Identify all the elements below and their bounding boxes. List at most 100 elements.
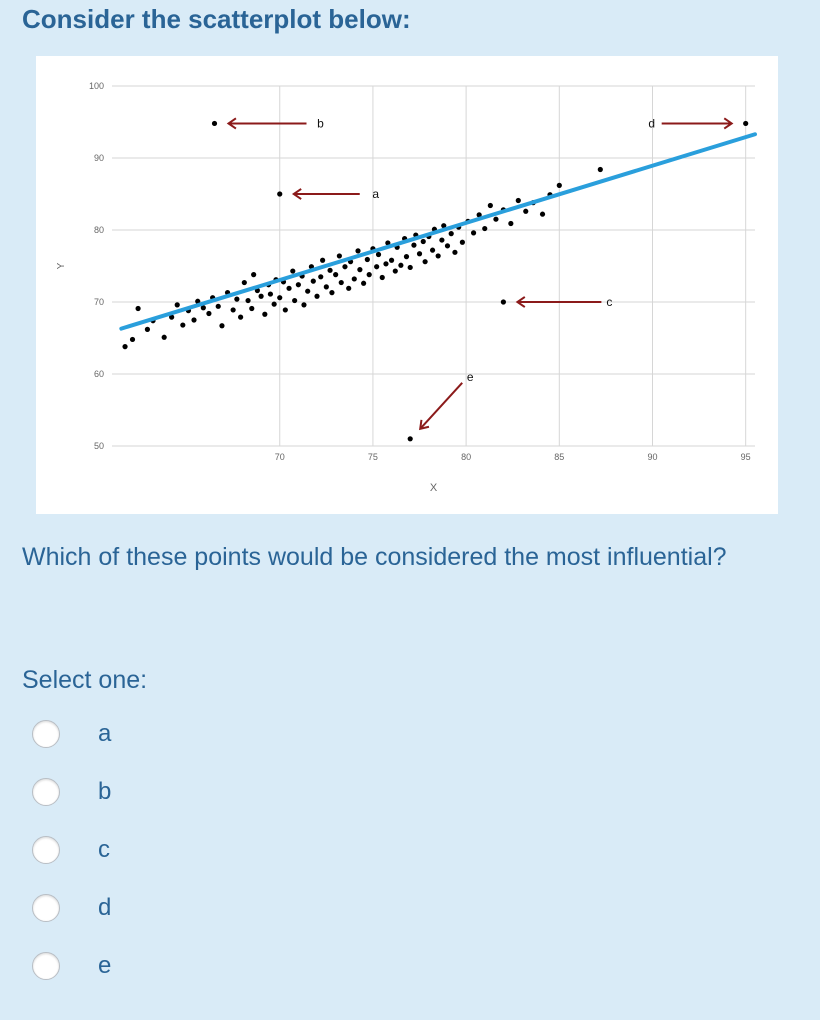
- x-tick-label: 70: [275, 452, 285, 462]
- data-point: [385, 240, 391, 246]
- option-b[interactable]: b: [30, 772, 230, 812]
- data-point: [129, 336, 136, 343]
- data-point: [323, 284, 329, 290]
- data-point: [251, 272, 257, 278]
- data-point: [416, 251, 423, 257]
- data-point: [249, 305, 255, 312]
- data-point: [211, 120, 218, 127]
- radio-button-e[interactable]: [32, 952, 60, 980]
- x-tick-label: 95: [741, 452, 751, 462]
- data-point: [403, 254, 410, 260]
- data-point: [174, 302, 180, 308]
- data-point: [500, 299, 506, 305]
- option-label-e: e: [98, 952, 112, 979]
- data-point: [392, 268, 398, 274]
- y-tick-label: 90: [94, 153, 104, 163]
- y-tick-label: 80: [94, 225, 104, 235]
- data-point: [452, 249, 458, 255]
- data-point: [327, 267, 333, 273]
- data-point: [215, 303, 221, 309]
- scatterplot: 50 60 70 80 90 100 70 75 80 85 90 95 a b c d e X Y: [36, 56, 778, 514]
- data-point: [407, 436, 413, 442]
- data-point: [200, 305, 206, 311]
- data-point: [333, 272, 339, 278]
- data-point: [234, 296, 240, 302]
- radio-button-b[interactable]: [32, 778, 60, 806]
- data-point: [411, 242, 417, 248]
- scatterplot-svg: 50 60 70 80 90 100 70 75 80 85 90 95 a b c d e X Y: [56, 81, 757, 494]
- data-point: [597, 166, 603, 173]
- data-point: [286, 285, 292, 291]
- data-point: [383, 261, 389, 267]
- data-point: [448, 231, 454, 237]
- data-point: [282, 307, 288, 313]
- radio-button-a[interactable]: [32, 720, 60, 748]
- data-point: [144, 326, 151, 332]
- data-point: [267, 291, 274, 297]
- data-point: [262, 311, 268, 317]
- data-point: [290, 268, 296, 274]
- option-label-b: b: [98, 778, 112, 805]
- option-e[interactable]: e: [30, 946, 230, 986]
- data-point: [398, 262, 404, 268]
- data-point: [374, 264, 380, 270]
- x-axis-label: X: [430, 482, 438, 494]
- data-point: [301, 302, 307, 308]
- data-point: [508, 220, 514, 227]
- annotation-arrowhead: [723, 117, 734, 130]
- data-point: [271, 301, 277, 307]
- data-point: [482, 225, 488, 232]
- annotation-label: b: [317, 116, 324, 130]
- option-label-d: d: [98, 894, 112, 921]
- data-point: [191, 317, 197, 323]
- radio-button-c[interactable]: [32, 836, 60, 864]
- data-point: [379, 274, 385, 281]
- annotations: a b c d e: [226, 116, 734, 431]
- data-point: [336, 253, 342, 259]
- data-point: [366, 272, 372, 278]
- y-tick-label: 70: [94, 297, 104, 307]
- data-point: [357, 267, 363, 273]
- grid: [112, 85, 755, 447]
- data-point: [122, 344, 128, 350]
- radio-button-d[interactable]: [32, 894, 60, 922]
- data-point: [342, 264, 348, 270]
- data-point: [435, 253, 441, 259]
- annotation-arrowhead: [515, 296, 526, 308]
- data-point: [310, 278, 316, 284]
- select-one-label: Select one:: [22, 666, 148, 694]
- data-point: [161, 334, 167, 340]
- page-title: Consider the scatterplot below:: [22, 4, 411, 34]
- option-d[interactable]: d: [30, 888, 230, 928]
- data-point: [206, 310, 212, 317]
- data-point: [318, 274, 324, 280]
- option-c[interactable]: c: [30, 830, 230, 870]
- annotation-arrowhead: [291, 188, 302, 200]
- data-point: [444, 243, 451, 249]
- data-point: [493, 216, 499, 222]
- data-point: [346, 285, 352, 291]
- option-label-c: c: [98, 836, 110, 863]
- data-point: [743, 120, 749, 127]
- data-point: [515, 197, 521, 204]
- x-tick-label: 75: [368, 452, 378, 462]
- data-point: [314, 293, 320, 299]
- option-a[interactable]: a: [30, 714, 230, 754]
- data-point: [523, 208, 529, 214]
- regression-line-group: [119, 132, 757, 331]
- data-point: [422, 259, 428, 265]
- data-point: [388, 257, 395, 263]
- annotation-arrowhead: [419, 419, 430, 431]
- data-point: [241, 279, 247, 286]
- data-point: [355, 248, 361, 254]
- data-point: [375, 251, 382, 258]
- annotation-arrowhead: [226, 117, 237, 130]
- data-point: [180, 322, 186, 328]
- data-point: [556, 182, 562, 188]
- data-point: [230, 307, 236, 313]
- y-tick-label: 50: [94, 441, 104, 451]
- regression-line: [119, 132, 757, 331]
- annotation-label: d: [648, 116, 655, 130]
- data-point: [338, 279, 344, 286]
- data-point: [245, 297, 251, 304]
